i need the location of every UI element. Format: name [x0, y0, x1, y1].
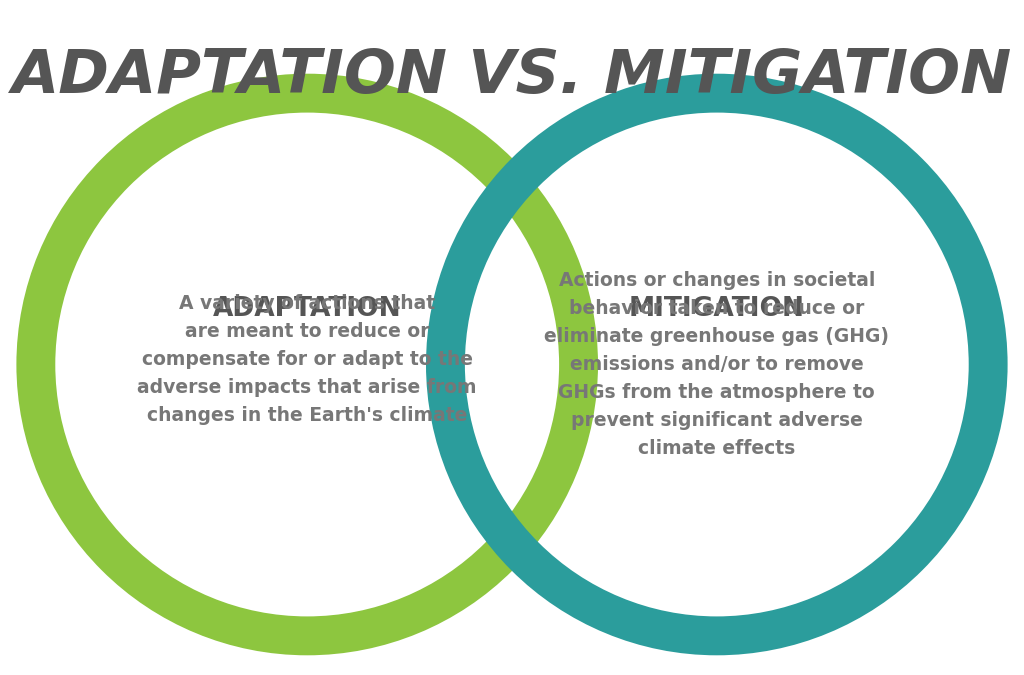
Text: MITIGATION: MITIGATION — [629, 296, 805, 323]
Text: A variety of actions that
are meant to reduce or
compensate for or adapt to the
: A variety of actions that are meant to r… — [137, 294, 477, 425]
Text: ADAPTATION VS. MITIGATION: ADAPTATION VS. MITIGATION — [12, 47, 1012, 106]
Text: ADAPTATION: ADAPTATION — [213, 296, 401, 323]
Text: Actions or changes in societal
behavior taken to reduce or
eliminate greenhouse : Actions or changes in societal behavior … — [545, 271, 889, 458]
